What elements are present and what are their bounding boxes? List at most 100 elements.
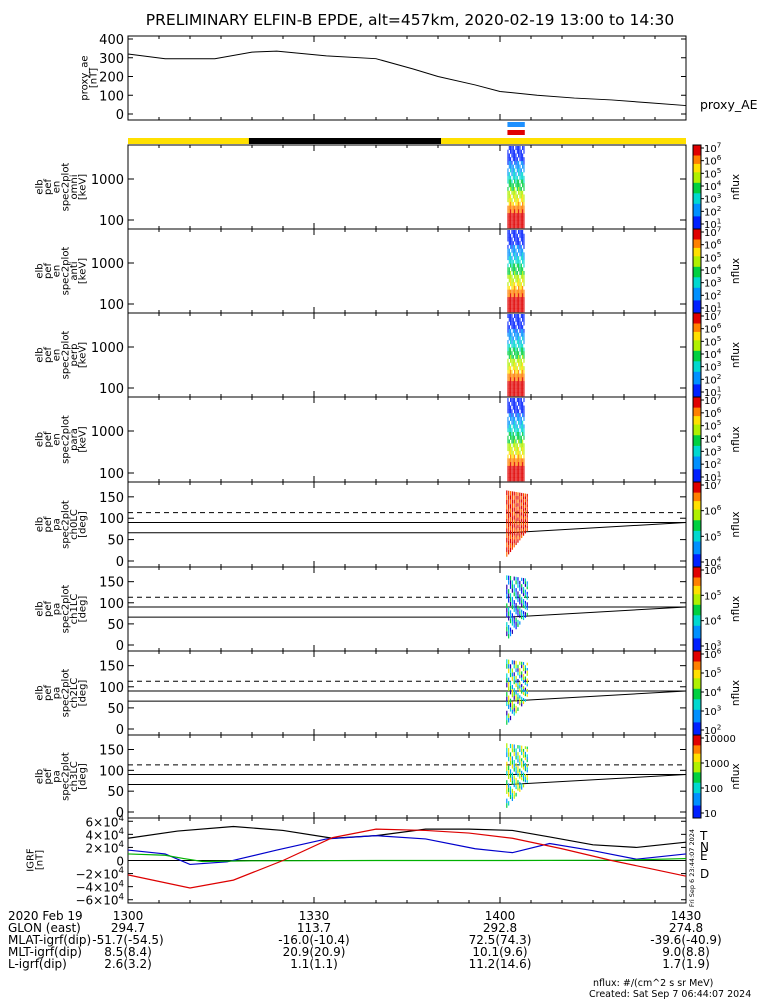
colorbar-band: [693, 564, 701, 568]
pa-cell: [517, 769, 519, 774]
colorbar-band: [693, 441, 701, 445]
spectrogram-cell: [518, 282, 520, 287]
pa-cell: [509, 547, 512, 553]
pa-cell: [511, 605, 513, 610]
spectrogram-cell: [514, 321, 516, 326]
spectrogram-cell: [519, 267, 521, 272]
colorbar-band: [693, 782, 701, 786]
colorbar-band: [693, 226, 701, 230]
spectrogram-cell: [518, 351, 520, 356]
spectrogram-cell: [516, 469, 518, 474]
spectrogram-cell: [508, 405, 510, 410]
spectrogram-cell: [514, 205, 516, 210]
spectrogram-cell: [519, 358, 521, 363]
pa-cell: [506, 490, 508, 496]
ylabel-line: [deg]: [78, 763, 89, 790]
pa-cell: [526, 517, 528, 521]
pa-cell: [522, 520, 525, 524]
spectrogram-cell: [511, 381, 513, 386]
pa-cell: [521, 496, 523, 500]
ylabel-line: [deg]: [78, 511, 89, 538]
spectrogram-cell: [522, 458, 524, 463]
spectrogram-cell: [512, 381, 514, 386]
spectrogram-cell: [522, 216, 524, 221]
pa-cell: [511, 600, 513, 606]
spectrogram-cell: [511, 351, 513, 356]
spectrogram-cell: [522, 224, 524, 229]
spectrogram-cell: [510, 373, 512, 378]
pa-cell: [515, 698, 517, 703]
pa-cell: [524, 600, 526, 604]
spectrogram-cell: [518, 465, 520, 470]
pa-cell: [515, 603, 517, 607]
spectrogram-cell: [512, 366, 514, 371]
pa-cell: [526, 780, 528, 783]
spectrogram-cell: [522, 428, 524, 433]
spectrogram-cell: [522, 160, 524, 165]
pa-cell: [524, 493, 526, 497]
colorbar-band: [693, 437, 701, 440]
spectrogram-cell: [508, 332, 510, 337]
spectrogram-cell: [508, 424, 510, 429]
spectrogram-cell: [510, 220, 512, 225]
ylabel-line: pef: [43, 431, 54, 448]
spectrogram-cell: [520, 209, 522, 214]
spectrogram-cell: [519, 224, 521, 229]
pa-cell: [513, 523, 515, 528]
spectrogram-cell: [514, 304, 516, 309]
spectrogram-cell: [518, 343, 520, 348]
xaxis-row-label: GLON (east): [8, 921, 81, 935]
colorbar-band: [693, 378, 701, 381]
spectrogram-cell: [514, 244, 516, 249]
pa-cell: [509, 538, 512, 544]
pa-cell: [515, 576, 517, 581]
colorbar-band: [693, 224, 701, 228]
colorbar-band: [693, 155, 701, 159]
pa-cell: [526, 581, 528, 584]
spectrogram-cell: [519, 328, 521, 333]
pa-cell: [506, 664, 508, 669]
spectrogram-cell: [522, 439, 524, 444]
colorbar-band: [693, 229, 701, 232]
spectrogram-cell: [510, 274, 512, 279]
pa-cell: [524, 524, 526, 528]
spectrogram-cell: [522, 175, 524, 180]
colorbar-band: [693, 367, 701, 371]
ylabel-line: pef: [43, 516, 54, 533]
pa-cell: [506, 780, 508, 785]
ylabel-line: pa: [52, 687, 63, 699]
pa-cell: [513, 744, 515, 749]
pa-cell: [508, 616, 510, 621]
spectrogram-cell: [512, 431, 514, 437]
spectrogram-cell: [515, 439, 517, 444]
spectrogram-cell: [507, 435, 509, 440]
pa-cell: [511, 760, 513, 765]
colorbar-band: [693, 676, 701, 679]
spec-panel-frame: [127, 396, 687, 483]
spectrogram-cell: [523, 454, 525, 459]
pa-cell: [521, 687, 523, 691]
spectrogram-cell: [508, 351, 510, 356]
y-tick-label: 100: [99, 597, 124, 612]
spectrogram-cell: [508, 447, 510, 452]
spectrogram-cell: [516, 413, 518, 418]
pa-cell: [519, 695, 521, 699]
spectrogram-cell: [507, 216, 509, 221]
spectrogram-cell: [507, 321, 509, 326]
spectrogram-cell: [514, 172, 516, 177]
colorbar-label: 104: [704, 685, 722, 700]
colorbar-band: [693, 554, 701, 557]
spectrogram-cell: [516, 347, 518, 352]
colorbar-band: [693, 693, 701, 696]
colorbar-band: [693, 409, 701, 413]
spectrogram-cell: [516, 447, 518, 452]
spectrogram-cell: [523, 317, 525, 322]
pa-cell: [522, 593, 525, 597]
pa-cell: [515, 694, 517, 699]
spectrogram-cell: [511, 343, 513, 348]
pa-cell: [519, 688, 521, 692]
xaxis-value: 294.7: [111, 921, 145, 935]
pa-cell: [517, 686, 519, 690]
ylabel-line: [nT]: [34, 850, 45, 870]
igrf-line-D: [127, 828, 687, 889]
